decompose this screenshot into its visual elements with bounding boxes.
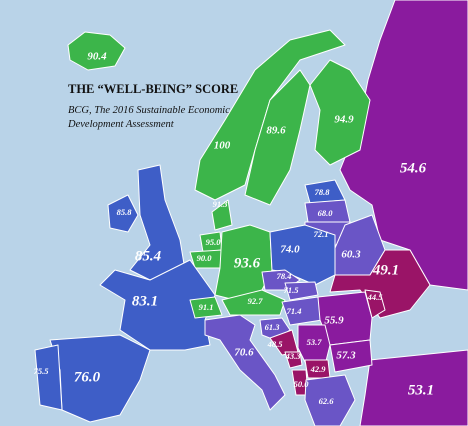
score-label: 90.4 bbox=[87, 51, 107, 63]
iceland bbox=[67, 31, 126, 71]
score-label: 48.5 bbox=[267, 339, 284, 349]
score-label: 71.4 bbox=[287, 306, 302, 316]
score-label: 42.9 bbox=[310, 364, 327, 374]
score-label: 74.0 bbox=[280, 244, 300, 256]
score-label: 43.3 bbox=[285, 351, 302, 361]
score-label: 50.0 bbox=[294, 379, 310, 389]
score-label: 55.9 bbox=[324, 315, 344, 327]
score-label: 72.1 bbox=[314, 229, 329, 239]
bulgaria bbox=[329, 339, 373, 373]
france bbox=[99, 259, 216, 351]
score-label: 71.5 bbox=[284, 285, 300, 295]
denmark bbox=[211, 199, 233, 231]
score-label: 83.1 bbox=[132, 293, 158, 309]
turkey bbox=[359, 349, 468, 426]
slovakia bbox=[284, 281, 319, 301]
ireland bbox=[107, 194, 139, 233]
subtitle-line: BCG, The 2016 Sustainable Economic bbox=[68, 105, 230, 116]
score-label: 53.1 bbox=[408, 382, 434, 398]
score-label: 62.6 bbox=[319, 396, 335, 406]
russia bbox=[339, 0, 468, 291]
score-label: 91.1 bbox=[199, 302, 214, 312]
austria bbox=[221, 289, 286, 316]
montenegro bbox=[284, 351, 303, 369]
score-label: 90.0 bbox=[197, 253, 213, 263]
portugal bbox=[34, 344, 63, 411]
subtitle-line: Development Assessment bbox=[67, 119, 175, 130]
score-label: 60.3 bbox=[341, 249, 361, 261]
score-label: 89.6 bbox=[266, 125, 286, 137]
poland bbox=[269, 224, 336, 286]
score-label: 78.8 bbox=[315, 187, 331, 197]
score-label: 92.7 bbox=[248, 296, 264, 306]
score-label: 44.5 bbox=[367, 292, 384, 302]
score-label: 76.0 bbox=[74, 369, 101, 385]
score-label: 95.0 bbox=[206, 237, 222, 247]
ukraine bbox=[329, 249, 431, 319]
score-label: 61.3 bbox=[265, 322, 281, 332]
score-label: 53.7 bbox=[307, 337, 323, 347]
map-title: THE “WELL-BEING” SCORE bbox=[68, 82, 238, 96]
score-label: 57.3 bbox=[336, 350, 356, 362]
score-label: 85.8 bbox=[117, 207, 133, 217]
score-label: 91.3 bbox=[213, 199, 229, 209]
score-label: 85.4 bbox=[135, 248, 162, 264]
score-label: 70.6 bbox=[234, 347, 254, 359]
score-label: 75.5 bbox=[34, 366, 50, 376]
finland bbox=[309, 59, 371, 166]
score-label: 49.1 bbox=[372, 262, 399, 278]
norway bbox=[194, 29, 346, 201]
score-label: 78.4 bbox=[277, 271, 292, 281]
italy bbox=[204, 314, 286, 411]
score-labels: 90.4 100 89.6 94.9 54.6 78.8 68.0 72.1 60.3 91.3 8… bbox=[34, 51, 435, 406]
score-label: 93.6 bbox=[234, 255, 261, 271]
switzerland bbox=[189, 296, 223, 319]
greece bbox=[304, 374, 356, 426]
score-label: 94.9 bbox=[334, 114, 354, 126]
score-label: 54.6 bbox=[400, 160, 427, 176]
score-label: 68.0 bbox=[318, 208, 334, 218]
score-label: 100 bbox=[214, 140, 231, 152]
